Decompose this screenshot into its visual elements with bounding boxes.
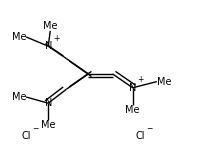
Text: −: − xyxy=(146,124,152,133)
Text: +: + xyxy=(137,75,143,84)
Text: +: + xyxy=(53,34,59,43)
Text: Me: Me xyxy=(156,77,170,87)
Text: Cl: Cl xyxy=(135,131,145,140)
Text: Me: Me xyxy=(41,120,55,130)
Text: Me: Me xyxy=(12,92,26,102)
Text: Me: Me xyxy=(125,105,139,115)
Text: N: N xyxy=(44,98,52,108)
Text: Me: Me xyxy=(43,21,57,31)
Text: −: − xyxy=(32,124,38,133)
Text: N: N xyxy=(128,83,136,93)
Text: Cl: Cl xyxy=(21,131,31,140)
Text: Me: Me xyxy=(12,32,26,42)
Text: N: N xyxy=(44,41,52,51)
